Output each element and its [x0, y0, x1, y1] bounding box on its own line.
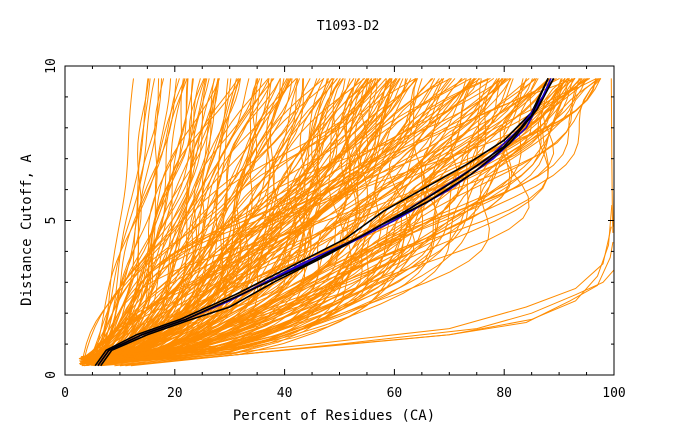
model-curve	[82, 77, 472, 364]
model-curve	[88, 78, 587, 365]
model-curve	[96, 78, 239, 358]
model-curve	[95, 78, 346, 365]
model-curve	[81, 78, 165, 363]
highlighted-curve	[94, 78, 549, 367]
model-curve	[81, 78, 551, 358]
model-curve	[97, 78, 304, 365]
model-curve	[91, 78, 539, 358]
model-curve	[114, 226, 612, 367]
model-curve	[100, 78, 467, 365]
model-curve	[88, 78, 275, 359]
model-curve	[98, 78, 391, 359]
x-tick-label: 20	[167, 386, 183, 401]
model-curve	[91, 78, 162, 360]
highlighted-curve	[97, 78, 549, 367]
model-curve	[97, 77, 557, 362]
model-curve	[79, 78, 338, 366]
model-curve	[88, 78, 475, 361]
model-curve	[89, 78, 536, 362]
model-curve	[82, 78, 418, 365]
model-curve	[100, 78, 298, 365]
model-curve	[125, 242, 614, 367]
model-curve	[99, 78, 357, 365]
model-curve	[94, 78, 186, 359]
model-curve	[87, 78, 369, 366]
model-curve	[86, 78, 587, 365]
model-curve	[130, 269, 615, 367]
x-tick-label: 0	[61, 386, 69, 401]
model-curve	[96, 78, 325, 360]
model-curve	[88, 78, 219, 358]
model-curve	[81, 78, 241, 366]
model-curve	[100, 78, 581, 362]
model-curve	[85, 78, 576, 363]
model-curve	[85, 78, 318, 360]
x-tick-label: 60	[387, 386, 403, 401]
model-curve	[89, 78, 392, 358]
model-curve	[96, 78, 232, 366]
model-curve	[94, 77, 589, 365]
model-curve	[89, 78, 382, 363]
highlighted-model-curves	[94, 77, 555, 367]
model-curve	[96, 78, 569, 359]
model-curve	[100, 78, 412, 366]
model-curve	[84, 78, 258, 360]
x-tick-label: 40	[277, 386, 293, 401]
model-curve	[83, 77, 377, 360]
y-tick-label: 5	[44, 217, 59, 225]
model-curve	[81, 78, 472, 361]
model-curve	[101, 78, 512, 365]
model-curve	[103, 78, 334, 359]
model-curve	[88, 78, 500, 366]
x-axis-label: Percent of Residues (CA)	[233, 408, 435, 424]
model-curve	[83, 78, 423, 364]
chart-title: T1093-D2	[317, 19, 380, 34]
model-curve	[97, 78, 292, 358]
model-curve	[93, 78, 387, 360]
model-curve	[94, 78, 580, 359]
x-tick-label: 100	[602, 386, 625, 401]
model-curve	[80, 78, 328, 359]
model-curve	[101, 78, 600, 359]
model-curve	[101, 78, 583, 358]
y-axis-label: Distance Cutoff, A	[19, 154, 35, 306]
model-curve	[80, 78, 205, 360]
model-curve	[92, 78, 456, 364]
other-model-curves	[78, 77, 615, 367]
model-curve	[98, 78, 501, 359]
model-curve	[102, 78, 550, 359]
model-curve	[88, 78, 269, 362]
model-curve	[89, 78, 566, 359]
model-curve	[91, 78, 241, 364]
model-curve	[103, 77, 481, 360]
model-curve	[87, 78, 156, 365]
model-curve	[86, 78, 270, 365]
y-tick-label: 10	[44, 58, 59, 74]
x-tick-label: 80	[496, 386, 512, 401]
model-curve	[119, 204, 613, 367]
axes: 0 20 40 60 80 100 0 5 10	[44, 58, 626, 401]
model-curve	[99, 78, 570, 359]
model-curve	[610, 78, 614, 233]
model-curve	[86, 78, 510, 363]
model-curve	[89, 77, 504, 358]
model-curve	[86, 78, 351, 358]
model-curve	[93, 78, 445, 360]
highlighted-curve	[100, 78, 555, 367]
model-curve	[82, 77, 491, 360]
model-curve	[82, 78, 489, 366]
y-tick-label: 0	[44, 371, 59, 379]
model-curve	[91, 78, 292, 367]
